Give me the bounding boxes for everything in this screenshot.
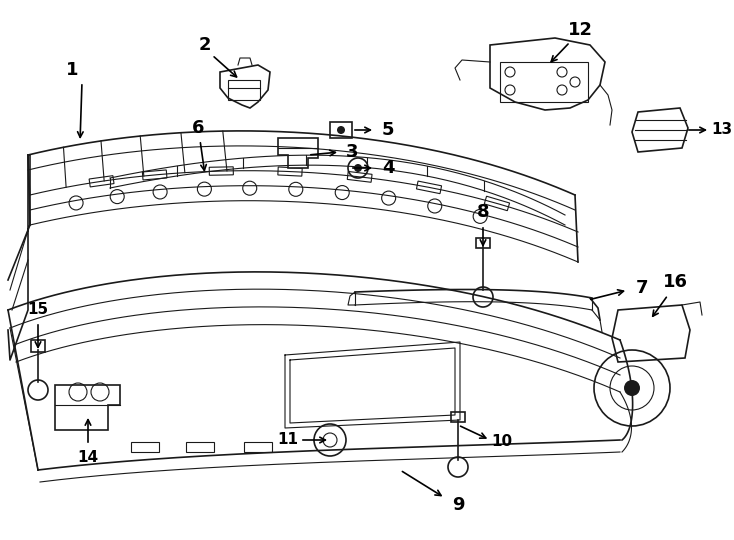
Text: 15: 15	[27, 302, 48, 318]
Bar	[330, 122, 352, 138]
Text: 1: 1	[66, 61, 79, 79]
Bar	[416, 181, 442, 194]
Text: 6: 6	[192, 119, 204, 137]
Polygon shape	[220, 65, 270, 108]
Bar	[186, 442, 214, 452]
Text: 4: 4	[382, 159, 394, 177]
Text: 13: 13	[711, 123, 733, 138]
Text: 7: 7	[636, 279, 648, 297]
Polygon shape	[490, 38, 605, 110]
Text: 12: 12	[567, 21, 592, 39]
Bar	[484, 196, 509, 211]
Bar	[131, 442, 159, 452]
Circle shape	[624, 380, 640, 396]
Bar	[142, 170, 167, 180]
Polygon shape	[55, 385, 120, 430]
Bar	[89, 176, 114, 187]
Polygon shape	[632, 108, 688, 152]
Circle shape	[354, 164, 362, 172]
Text: 10: 10	[492, 435, 512, 449]
Bar	[31, 340, 45, 352]
Bar	[209, 167, 233, 176]
Bar	[476, 238, 490, 248]
Text: 14: 14	[78, 450, 98, 465]
Text: 16: 16	[663, 273, 688, 291]
Text: 5: 5	[382, 121, 394, 139]
Bar	[244, 442, 272, 452]
Polygon shape	[612, 305, 690, 362]
Text: 11: 11	[277, 433, 299, 448]
Circle shape	[337, 126, 345, 134]
Bar	[500, 62, 588, 102]
Bar	[278, 167, 302, 176]
Bar	[347, 172, 372, 183]
Bar	[228, 80, 260, 100]
Bar	[451, 412, 465, 422]
Text: 3: 3	[346, 143, 358, 161]
Text: 2: 2	[199, 36, 211, 54]
Text: 9: 9	[451, 496, 464, 514]
Text: 8: 8	[476, 203, 490, 221]
Polygon shape	[278, 138, 318, 168]
